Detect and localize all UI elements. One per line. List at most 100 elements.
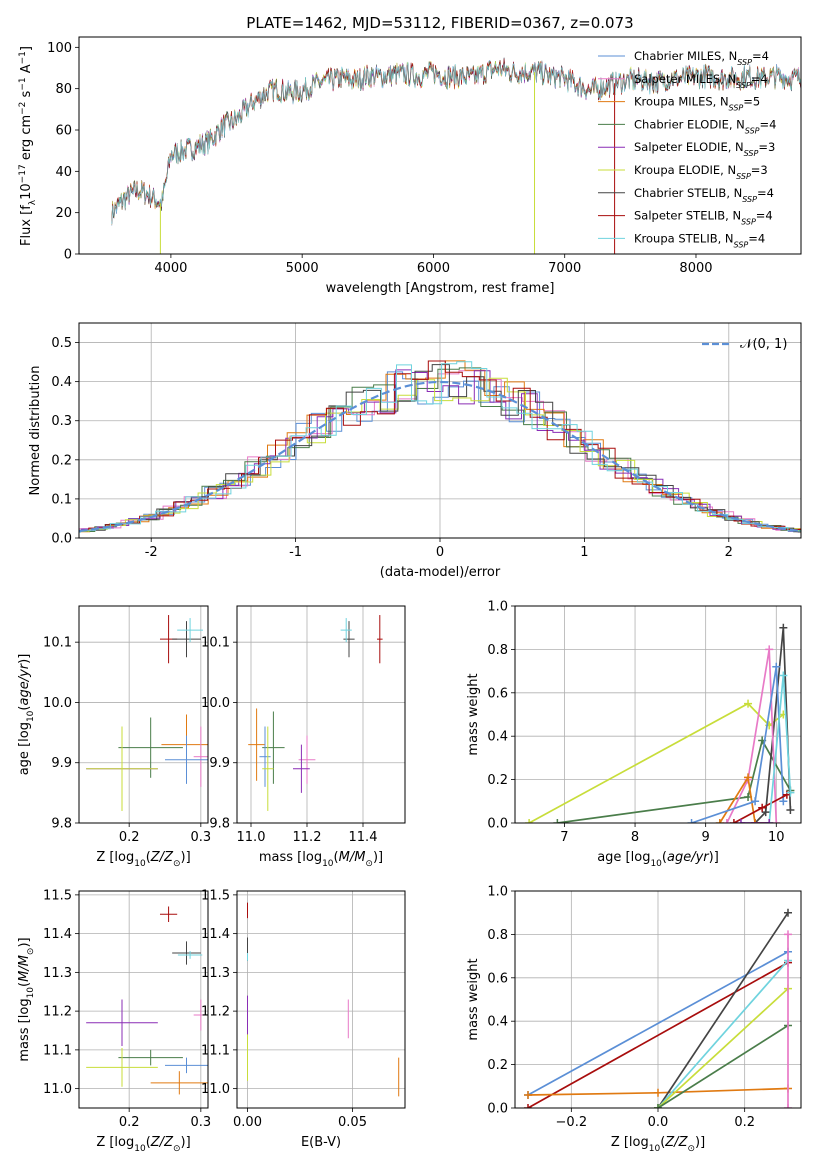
x-axis-label: wavelength [Angstrom, rest frame] [326, 281, 555, 296]
error-point [86, 999, 158, 1046]
y-axis-label: mass [log10(M/M⊙)] [17, 937, 36, 1061]
x-tick-label: 1 [580, 545, 588, 560]
error-point [159, 906, 178, 922]
panel-2: -2 -1 0 1 2 0.0 0.1 0.2 0.3 0.4 0.5 (data-model)/er… [28, 322, 802, 580]
x-tick-label: 11.0 [237, 830, 266, 845]
error-point [165, 735, 208, 784]
weight-marker [786, 805, 795, 814]
x-axis-label: mass [log10(M/M⊙)] [259, 850, 383, 869]
y-tick-label: 60 [55, 124, 72, 139]
y-tick-label: 20 [55, 206, 72, 221]
weight-marker [524, 1104, 532, 1108]
y-axis-label: mass weight [466, 673, 481, 755]
x-tick-label: 2 [725, 545, 733, 560]
weight-marker [779, 671, 788, 680]
y-tick-label: 10.1 [43, 636, 72, 651]
error-point [118, 1049, 183, 1066]
weight-marker [784, 908, 792, 917]
error-point [177, 618, 203, 643]
y-tick-label: 11.3 [201, 966, 230, 981]
y-tick-label: 11.0 [43, 1082, 72, 1097]
weight-marker [765, 819, 774, 823]
x-tick-label: 0.00 [233, 1115, 262, 1130]
chart-title: PLATE=1462, MJD=53112, FIBERID=0367, z=0… [246, 14, 633, 32]
y-axis-label: Flux [fλ10−17 erg cm−2 s−1 A−1] [18, 46, 38, 246]
x-tick-label: -2 [145, 545, 158, 560]
weight-marker [654, 1088, 662, 1097]
axes-frame [236, 605, 406, 824]
weight-line [657, 1024, 789, 1108]
panel-4: 11.0 11.2 11.4 9.8 9.9 10.0 10.1 mass [log10(M/… [201, 605, 406, 869]
weight-marker [751, 819, 760, 823]
weight-line [733, 794, 788, 823]
axes-frame [514, 890, 802, 1109]
spectrum-line [111, 61, 801, 225]
x-axis-label: (data-model)/error [380, 565, 501, 580]
x-tick-label: 0.3 [190, 830, 211, 845]
legend-label: Kroupa STELIB, NSSP=4 [634, 231, 765, 249]
panel-1: 4000 5000 6000 7000 8000 0 20 40 60 80 100 PLATE=14… [18, 14, 802, 296]
plot-area [247, 902, 400, 1097]
legend-label: Chabrier STELIB, NSSP=4 [634, 186, 774, 204]
x-tick-label: 8000 [679, 261, 712, 276]
weight-marker [722, 819, 731, 823]
x-tick-label: 7 [560, 830, 568, 845]
error-point [165, 1057, 208, 1074]
x-tick-label: 0.05 [338, 1115, 367, 1130]
y-tick-label: 11.2 [43, 1005, 72, 1020]
panel-6: 0.2 0.3 11.0 11.1 11.2 11.3 11.4 11.5 Z [log10(Z… [17, 888, 211, 1154]
weight-marker [687, 819, 696, 823]
y-tick-label: 80 [55, 82, 72, 97]
y-tick-label: 11.1 [201, 1043, 230, 1058]
y-tick-label: 11.4 [201, 927, 230, 942]
y-tick-label: 11.3 [43, 966, 72, 981]
x-axis-label: E(B-V) [301, 1135, 341, 1150]
y-tick-label: 0.8 [487, 928, 508, 943]
y-tick-label: 0.0 [51, 532, 72, 547]
weight-line [691, 666, 785, 823]
weight-marker [524, 1090, 532, 1099]
y-tick-label: 0.3 [51, 414, 72, 429]
legend-label: Kroupa MILES, NSSP=5 [634, 95, 760, 113]
error-point [86, 726, 158, 811]
y-tick-label: 1.0 [487, 600, 508, 615]
weight-marker [553, 819, 562, 823]
x-tick-label: 0.3 [190, 1115, 211, 1130]
y-tick-label: 10.0 [201, 696, 230, 711]
error-point [177, 951, 203, 959]
weight-marker [784, 930, 792, 939]
y-tick-label: 0 [64, 248, 72, 263]
y-tick-label: 10.1 [201, 636, 230, 651]
y-tick-label: 9.9 [209, 756, 230, 771]
x-tick-label: 8 [631, 830, 639, 845]
y-tick-label: 1.0 [487, 885, 508, 900]
legend-label: Salpeter MILES, NSSP=4 [634, 72, 768, 90]
weight-marker [744, 699, 753, 708]
weight-marker [786, 788, 795, 797]
legend: Chabrier MILES, NSSP=4 Salpeter MILES, NS… [598, 49, 776, 249]
x-tick-label: 0 [436, 545, 444, 560]
weight-marker [715, 819, 724, 823]
x-axis-label: Z [log10(Z/Z⊙)] [611, 1135, 705, 1154]
weight-marker [758, 803, 767, 812]
y-tick-label: 9.8 [51, 817, 72, 832]
x-tick-label: 10 [768, 830, 785, 845]
y-tick-label: 0.6 [487, 971, 508, 986]
axes-frame [236, 890, 406, 1109]
y-tick-label: 11.5 [43, 888, 72, 903]
weight-line [657, 987, 789, 1108]
weight-marker [772, 662, 781, 671]
histogram-series [79, 364, 801, 533]
x-tick-label: 5000 [286, 261, 319, 276]
y-tick-label: 0.6 [487, 686, 508, 701]
weight-line [719, 774, 770, 823]
x-tick-label: 0.2 [119, 1115, 140, 1130]
error-point [377, 615, 383, 664]
error-point [340, 618, 352, 643]
histogram-series [79, 367, 801, 532]
weight-line [657, 912, 789, 1108]
axes-frame [78, 605, 209, 824]
y-tick-label: 0.5 [51, 336, 72, 351]
weight-marker [525, 819, 534, 823]
y-tick-label: 0.4 [51, 375, 72, 390]
